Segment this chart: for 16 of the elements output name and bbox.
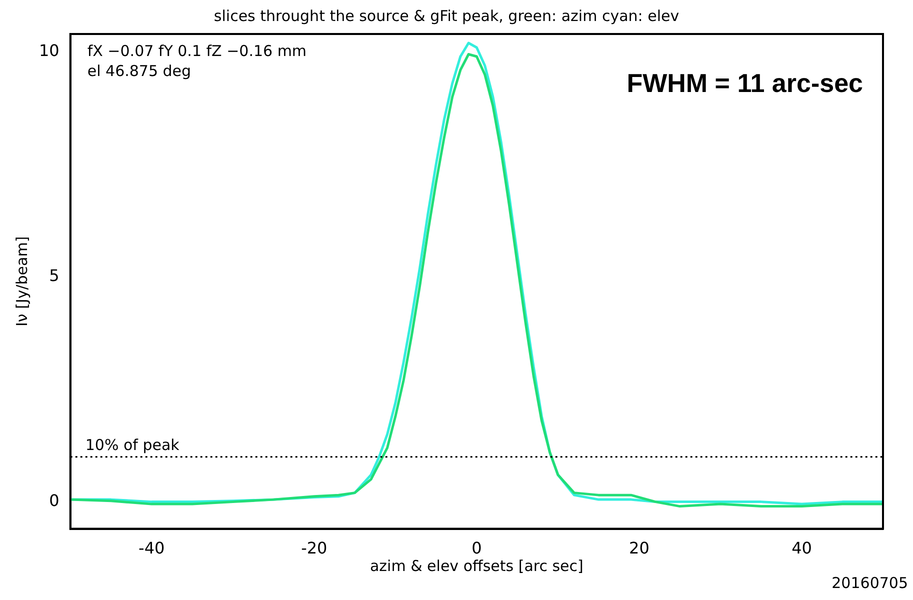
x-tick-label: 40 [792, 538, 812, 558]
chart-title: slices throught the source & gFit peak, green: azim cyan: elev [214, 6, 680, 25]
annotation: FWHM = 11 arc-sec [626, 68, 863, 98]
y-axis-title: Iν [Jy/beam] [12, 236, 31, 326]
ref-line-label: 10% of peak [85, 436, 180, 454]
x-tick-label: 20 [629, 538, 650, 558]
x-tick-label: -40 [138, 538, 165, 558]
annotation: el 46.875 deg [87, 62, 192, 80]
x-axis-title: azim & elev offsets [arc sec] [370, 556, 584, 575]
x-tick-label: -20 [301, 538, 328, 558]
y-tick-label: 5 [49, 266, 60, 286]
x-tick-label: 0 [472, 538, 482, 558]
y-tick-label: 0 [49, 490, 60, 510]
text: 20160705 [832, 574, 908, 592]
annotation: fX −0.07 fY 0.1 fZ −0.16 mm [87, 42, 307, 60]
y-tick-label: 10 [39, 41, 60, 60]
